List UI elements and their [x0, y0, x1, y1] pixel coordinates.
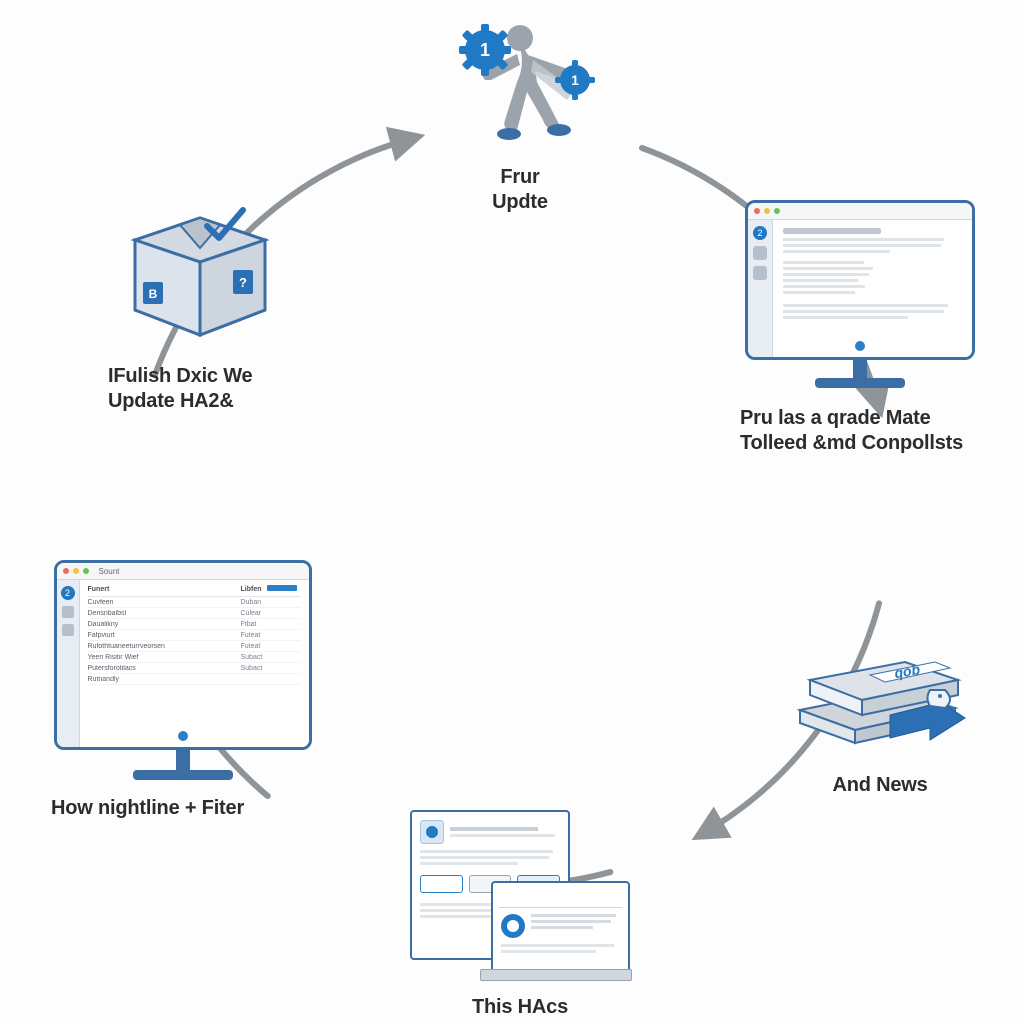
node-right: qob And News [770, 620, 990, 798]
svg-text:1: 1 [571, 72, 579, 88]
node-lower-left-label: How nightline + Fiter [45, 796, 320, 821]
node-top: 1 1 Frur Updte [420, 20, 620, 215]
running-figure-icon: 1 1 [425, 20, 615, 160]
package-stack-icon: qob [780, 620, 980, 760]
node-bottom: This HAcs [390, 810, 650, 1020]
node-upper-left: B ? IFulish Dxic We Update HA2& [100, 190, 300, 414]
sidebar-icon [753, 266, 767, 280]
svg-text:?: ? [239, 275, 247, 290]
sidebar-badge-icon: 2 [61, 586, 75, 600]
node-bottom-label: This HAcs [390, 995, 650, 1020]
svg-text:B: B [149, 287, 158, 301]
node-top-right-label: Pru las a qrade Mate Tolleed &md Conpoll… [730, 406, 990, 456]
node-top-label: Frur Updte [420, 165, 620, 215]
svg-text:1: 1 [480, 40, 490, 60]
sidebar-icon [753, 246, 767, 260]
node-right-label: And News [770, 773, 990, 798]
cycle-diagram: 1 1 Frur Updte [0, 0, 1024, 1024]
node-upper-left-label: IFulish Dxic We Update HA2& [100, 364, 300, 414]
sidebar-badge-icon: 2 [753, 226, 767, 240]
node-lower-left: Sount 2 Funert Libfen CuvfeenDub [45, 560, 320, 821]
package-box-icon: B ? [115, 190, 285, 345]
node-top-right: 2 [730, 200, 990, 456]
